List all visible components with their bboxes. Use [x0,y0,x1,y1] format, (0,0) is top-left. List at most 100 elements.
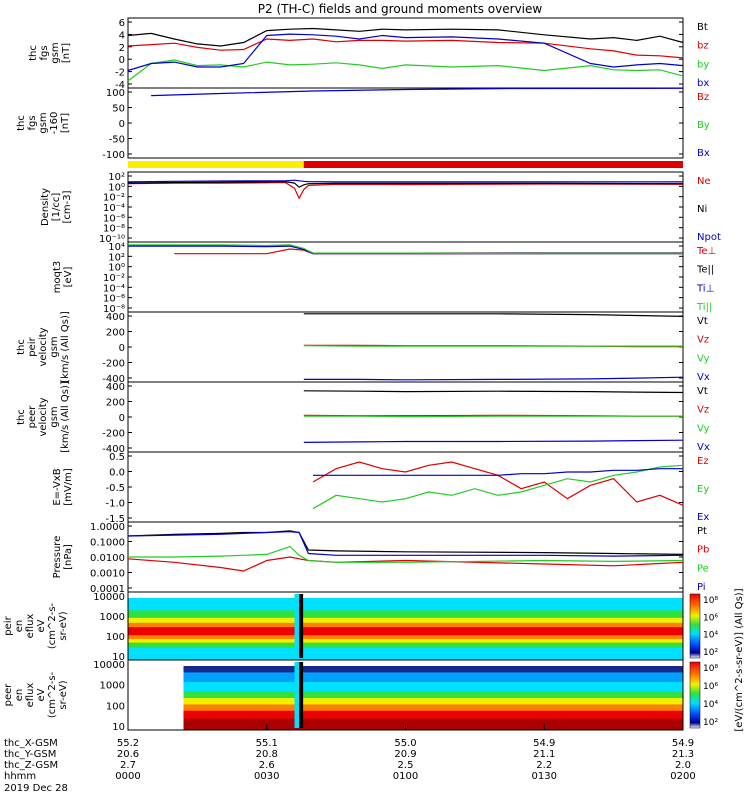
legend-item: Vy [697,423,710,434]
ytick-label: 10000 [93,592,125,603]
ytick-label: 0 [119,343,125,354]
panel-peir-spectrogram: thcpeirenefluxeV(cm^2-s-sr-eV) 10000 1000 1… [0,591,718,663]
series-Ne-line [127,181,684,200]
legend-item: Ti⊥ [696,283,714,294]
legend-item: Vx [697,372,710,383]
colorbar-label: [eV/(cm^2-s-sr-eV)] (All Qs)] [734,588,745,731]
panel-efield: E=-VxB[mV/m] 0.5 0.0 -0.5 -1.0 -1.5 Ez Ey Ex [52,451,709,525]
ytick-label: 1.0000 [90,522,125,533]
panel-ylabel: thcpeirenefluxeV(cm^2-s-sr-eV) [0,602,69,649]
colorbar-tick-label: 10² [703,718,718,728]
panel-frame [127,521,684,593]
series-Vx-line [303,376,684,381]
legend-item: Bz [697,92,709,103]
colorbar-tick-label: 10⁸ [703,596,718,606]
panel-ylabel: thcfgsgsm-160[nT] [16,112,71,135]
xtick-hhmm: 0100 [393,771,418,782]
panel-ylabel: Pressure[nPa] [52,536,74,579]
legend-item: Te|| [696,265,714,276]
ytick-label: 2 [119,43,125,54]
ylabel-line: Pressure [52,536,63,579]
legend-item: Bx [697,148,710,159]
ytick-label: 200 [106,398,125,409]
xtick-zgsm: 2.6 [259,760,275,771]
xtick-xgsm: 55.1 [256,738,278,749]
spectrogram-band [183,704,683,712]
colorbar-tick-label: 10⁸ [703,664,718,674]
panel-ylabel: Density[1/cc][cm-3] [40,188,73,226]
xtick-xgsm: 55.0 [394,738,416,749]
ytick-label: 10² [108,252,125,263]
xtick-hhmm: 0000 [115,771,140,782]
ytick-label: 0 [119,119,125,130]
series-bx-line [127,33,684,72]
ytick-label: 10000 [93,660,125,671]
xtick-hhmm: 0030 [254,771,279,782]
ylabel-line: [cm-3] [62,190,73,223]
panel-fgs-gsm: thcfgsgsm[nT] 64 20 -2-4 Bt bz by bx [28,17,709,91]
spectrogram-band [183,710,683,719]
spectrogram-band [128,627,683,636]
ytick-label: 10⁴ [108,242,125,253]
colorbar-tick-label: 10⁴ [703,700,718,710]
ytick-label: 6 [119,18,125,29]
ytick-label: 0.0 [109,468,125,479]
ylabel-line: (cm^2-s- [47,602,58,649]
ylabel-line: fgs [39,45,50,60]
ytick-label: 0.0010 [90,569,125,580]
xtick-hhmm: 0200 [670,771,695,782]
xtick-xgsm: 54.9 [533,738,555,749]
series-by-line [127,59,684,82]
panel-ylabel: thcpeirvelocitygsm[km/s (All Qs)] [16,311,71,383]
spectrogram-band [128,617,683,624]
colorbar-tick-label: 10² [703,648,718,658]
spectrogram-band [183,682,683,693]
ytick-label: 100 [106,701,125,712]
xtick-ygsm: 20.9 [394,749,416,760]
series-Ti||-line [128,244,683,255]
panel-ylabel: thcpeerenefluxeV(cm^2-s-sr-eV) [0,671,69,718]
panel-peer-velocity: thcpeervelocitygsm[km/s (All Qs)] 400 200 0… [16,381,710,455]
ylabel-line: [km/s (All Qs)] [60,311,71,383]
ytick-label: 10 [112,652,125,663]
ylabel-line: [eV] [63,267,74,288]
ylabel-line: fgs [27,115,38,130]
ylabel-line: en [14,689,25,702]
legend-item: Vz [697,405,709,416]
ylabel-line: en [14,620,25,633]
ylabel-line: Density [40,188,51,226]
series-Npot-line [127,179,683,183]
panel-pressure: Pressure[nPa] 1.0000 0.1000 0.0100 0.0010 0.0… [52,521,709,595]
ytick-label: 0.0100 [90,553,125,564]
xtick-zgsm: 2.0 [675,760,691,771]
xtick-hhmm: 0130 [532,771,557,782]
spectrogram-boundary [299,594,304,658]
ytick-label: -400 [102,444,125,455]
panel-fgs-gsm-160: thcfgsgsm-160[nT] 100 50 0 -50 -100 Bz By Bx [16,87,710,161]
xaxis-row-label: thc_Z-GSM [4,760,58,771]
series-Ex-line [313,468,683,476]
ylabel-line: [km/s (All Qs)] [60,381,71,453]
ylabel-line: thc [28,45,39,61]
ylabel-line: E=-VxB [52,468,63,505]
ytick-label: 10⁻² [103,273,125,284]
spectrogram-band [128,647,683,661]
legend-item: Ti|| [696,302,712,313]
series-Vt-line [303,313,684,317]
spectrogram-band [128,598,683,611]
ytick-label: -400 [102,374,125,385]
ytick-label: 4 [119,30,125,41]
ylabel-line: thc [16,115,27,131]
ytick-label: 200 [106,328,125,339]
colorbar-tick-label: 10⁶ [703,613,718,623]
ylabel-line: peir [27,336,38,356]
ylabel-line: [1/cc] [51,193,62,222]
panel-ylabel: thcfgsgsm[nT] [28,42,72,63]
spectrogram-boundary [299,662,304,728]
ytick-label: -200 [102,359,125,370]
series-Bt-line [127,27,684,47]
ylabel-line: gsm [38,112,49,133]
legend-item: Vt [697,316,708,327]
series-Pe-line [128,545,684,563]
